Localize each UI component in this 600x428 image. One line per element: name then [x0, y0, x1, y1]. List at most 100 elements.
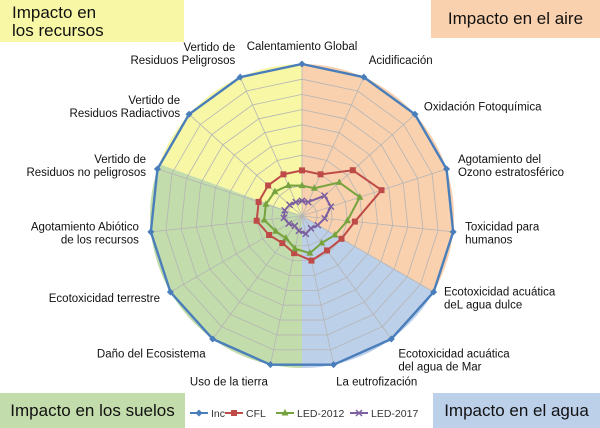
data-point-inc-4	[449, 228, 457, 236]
data-point-inc-1	[360, 73, 368, 81]
series-led-2017	[280, 192, 335, 238]
data-point-led-2012-0	[298, 181, 306, 189]
axis-label-ecotoxicidad-terrestre: Ecotoxicidad terrestre	[49, 293, 160, 305]
data-point-led-2012-2	[335, 178, 343, 185]
axis-label-oxidacion-fotoquimica: Oxidación Fotoquímica	[424, 101, 542, 113]
grid-spoke	[301, 215, 334, 365]
data-point-led-2017-6	[307, 224, 315, 232]
data-point-led-2012-1	[310, 184, 318, 191]
axis-label-agotamiento-abiotico-de-los-recursos: Agotamiento Abiótico de los recursos	[31, 222, 139, 247]
soil-impact-label: Impacto en los suelos	[0, 393, 185, 428]
grid-spoke	[239, 76, 303, 217]
data-point-led-2017-3	[327, 203, 335, 211]
data-point-led-2012-3	[356, 193, 364, 200]
data-point-led-2012-6	[318, 239, 326, 246]
legend-label-led-2017: LED-2017	[371, 408, 418, 420]
grid-spoke	[188, 113, 303, 217]
data-point-inc-3	[443, 165, 451, 173]
water-impact-label: Impacto en el agua	[433, 393, 600, 428]
grid-spoke	[157, 168, 303, 217]
series-led-2012	[260, 178, 364, 256]
data-point-inc-12	[153, 165, 161, 173]
grid-spoke	[301, 215, 454, 233]
data-point-cfl-9	[279, 240, 286, 247]
data-point-led-2017-5	[314, 221, 322, 229]
data-point-led-2012-5	[331, 231, 339, 238]
grid-spoke	[301, 168, 447, 217]
series-inc	[147, 60, 457, 369]
grid-ring	[195, 109, 409, 321]
data-point-led-2017-14	[292, 198, 300, 206]
legend-marker-led-2012	[281, 409, 289, 416]
data-point-led-2017-12	[281, 206, 289, 214]
data-point-inc-13	[185, 110, 193, 118]
data-point-led-2012-7	[306, 249, 314, 256]
grid-ring	[210, 124, 394, 306]
legend-label-led-2012: LED-2012	[297, 408, 344, 420]
grid-spoke	[301, 76, 365, 217]
data-point-inc-0	[298, 60, 306, 68]
data-point-inc-9	[209, 335, 217, 343]
series-line-cfl	[255, 169, 383, 262]
data-point-led-2012-11	[260, 215, 268, 223]
data-point-led-2017-9	[291, 222, 299, 230]
legend-label-cfl: CFL	[246, 408, 266, 420]
data-point-led-2017-11	[280, 214, 288, 222]
data-point-inc-10	[166, 288, 174, 296]
data-point-cfl-14	[280, 171, 287, 178]
series-line-led-2012	[263, 181, 362, 255]
grid-ring	[165, 78, 439, 351]
axis-label-ecotoxicidad-acuatica-del-agua-dulce: Ecotoxicidad acuática deL agua dulce	[444, 287, 556, 312]
data-point-cfl-4	[351, 218, 358, 225]
grid-ring	[180, 93, 424, 336]
series-line-inc	[149, 62, 455, 366]
data-point-cfl-8	[291, 250, 298, 257]
grid-spoke	[301, 215, 434, 293]
grid-spoke	[150, 215, 303, 233]
axis-label-ecotoxicidad-acuatica-del-agua-de-mar: Ecotoxicidad acuática del agua de Mar	[398, 349, 510, 374]
data-point-cfl-12	[255, 198, 262, 205]
grid-spoke	[301, 215, 392, 340]
grid-spoke	[301, 113, 416, 217]
air-sector	[302, 64, 454, 292]
data-point-inc-7	[330, 361, 338, 369]
axis-label-uso-de-la-tierra: Uso de la tierra	[190, 376, 269, 388]
resources-impact-label: Impacto en los recursos	[0, 0, 184, 42]
data-point-led-2012-9	[282, 234, 290, 241]
series-cfl	[253, 167, 385, 264]
axis-label-toxicidad-para-humanos: Toxicidad para humanos	[465, 222, 540, 247]
legend-item-cfl: CFL	[225, 408, 266, 420]
data-point-inc-5	[430, 288, 438, 296]
data-point-inc-6	[387, 335, 395, 343]
data-point-cfl-10	[266, 232, 273, 238]
grid-spoke	[170, 215, 303, 293]
data-point-inc-8	[266, 361, 274, 369]
data-point-cfl-0	[299, 167, 305, 174]
data-point-led-2017-7	[302, 230, 310, 238]
data-point-led-2012-12	[262, 200, 270, 207]
axis-label-dano-del-ecosistema: Daño del Ecosistema	[97, 349, 206, 361]
data-point-cfl-11	[253, 217, 260, 224]
data-point-cfl-13	[265, 182, 272, 189]
legend-label-inc: Inc	[211, 408, 225, 420]
axis-label-vertido-de-residuos-no-peligrosos: Vertido de Residuos no peligrosos	[26, 154, 146, 179]
axis-label-vertido-de-residuos-peligrosos: Vertido de Residuos Peligrosos	[130, 42, 235, 67]
data-point-led-2017-2	[321, 192, 329, 200]
data-point-led-2012-4	[343, 216, 351, 224]
data-point-inc-11	[147, 228, 155, 236]
data-point-led-2017-1	[304, 198, 312, 206]
grid-spoke	[270, 215, 303, 365]
data-point-inc-2	[411, 110, 419, 118]
grid-ring	[286, 200, 318, 232]
radar-grid	[150, 64, 454, 365]
air-impact-label: Impacto en el aire	[431, 0, 600, 38]
series-layer	[147, 60, 457, 369]
data-point-cfl-7	[308, 257, 315, 264]
legend-item-led-2017: LED-2017	[350, 408, 418, 420]
axis-label-vertido-de-residuos-radiactivos: Vertido de Residuos Radiactivos	[70, 95, 181, 120]
data-point-led-2017-0	[298, 197, 306, 205]
data-point-led-2017-13	[286, 201, 294, 209]
legend: Inc CFL LED-2012 LED-2017	[190, 408, 418, 420]
data-point-inc-14	[236, 73, 244, 81]
